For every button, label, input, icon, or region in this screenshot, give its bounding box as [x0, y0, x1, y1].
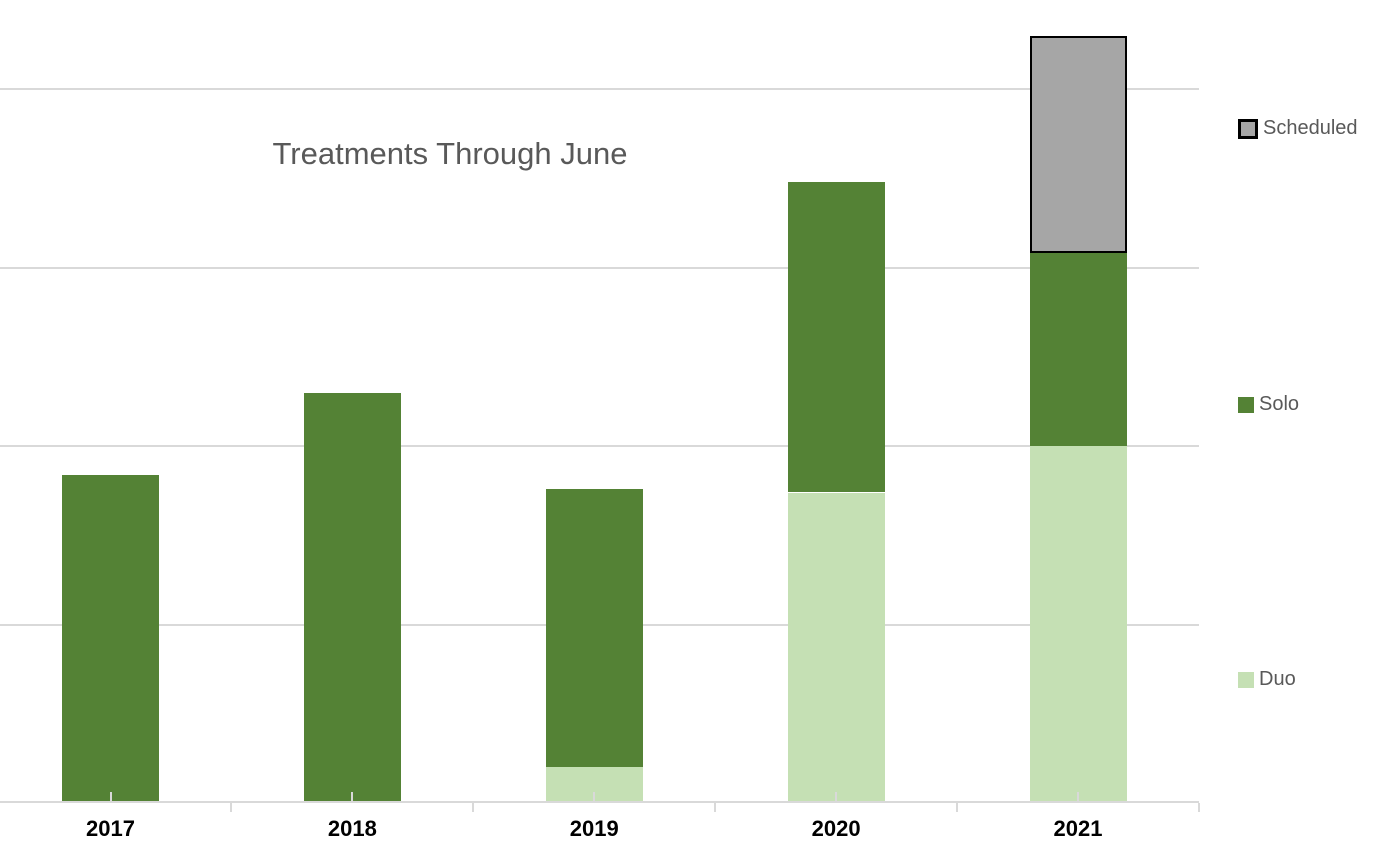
axis-tick-boundary-2020: [956, 803, 959, 812]
x-axis-label-2017: 2017: [86, 816, 135, 841]
bar-segment-solo-2020: [787, 182, 885, 493]
legend-item-solo: Solo: [1238, 393, 1299, 416]
legend-marker-duo-icon: [1238, 671, 1254, 688]
x-axis-line: [0, 801, 1199, 803]
legend-item-duo: Duo: [1238, 668, 1296, 691]
x-axis-label-2021: 2021: [1053, 816, 1103, 841]
plot-area: 2017 2018 2019 2020 2021: [0, 35, 1200, 841]
axis-tick-boundary-2017: [230, 803, 233, 812]
x-axis-label-2020: 2020: [811, 816, 861, 841]
gridline-150: [0, 266, 1199, 269]
axis-tick-center-2020: [835, 792, 838, 802]
axis-tick-boundary-2019: [714, 803, 717, 812]
legend-marker-solo-icon: [1238, 396, 1254, 413]
x-axis-label-2018: 2018: [327, 816, 377, 841]
legend-marker-scheduled-icon: [1238, 118, 1258, 139]
axis-tick-center-2017: [109, 792, 112, 802]
bar-segment-duo-2021: [1029, 446, 1127, 803]
bar-segment-solo-2017: [62, 474, 159, 803]
axis-tick-center-2018: [351, 792, 354, 802]
axis-tick-center-2019: [593, 792, 596, 802]
axis-tick-boundary-2018: [472, 803, 475, 812]
legend-label-duo: Duo: [1259, 668, 1296, 690]
bar-segment-scheduled-2021: [1029, 35, 1127, 254]
legend-label-solo: Solo: [1259, 393, 1300, 415]
gridline-100: [0, 445, 1199, 448]
bar-segment-solo-2018: [303, 392, 401, 803]
bar-segment-solo-2019: [545, 488, 643, 768]
axis-tick-center-2021: [1077, 792, 1079, 802]
gridline-200: [0, 88, 1199, 91]
bar-segment-solo-2021: [1029, 253, 1127, 447]
chart-title: Treatments Through June: [272, 136, 628, 171]
x-axis-label-2019: 2019: [569, 816, 619, 841]
axis-tick-boundary-2021: [1197, 803, 1200, 812]
bar-segment-duo-2020: [787, 492, 885, 803]
legend-label-scheduled: Scheduled: [1263, 117, 1358, 139]
legend-item-scheduled: Scheduled: [1238, 117, 1358, 140]
